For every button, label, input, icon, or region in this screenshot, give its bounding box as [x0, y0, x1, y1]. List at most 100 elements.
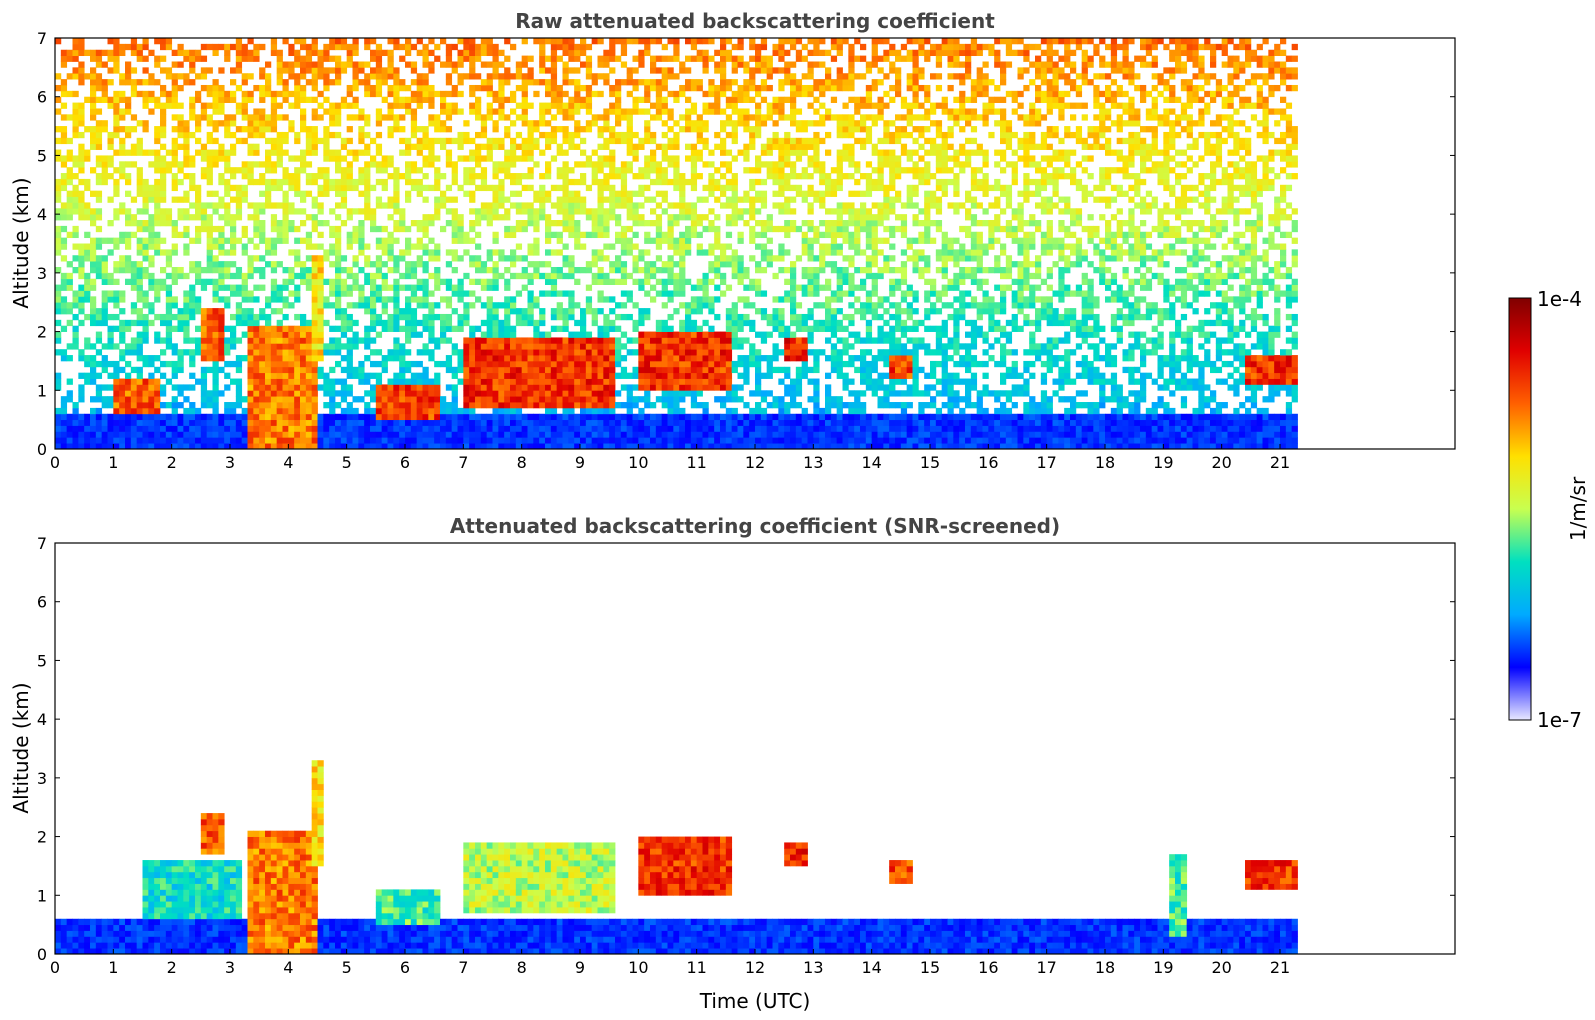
heat-cell [329, 443, 336, 450]
heat-cell [323, 255, 330, 262]
heat-cell [574, 84, 581, 92]
heat-cell [60, 296, 68, 303]
heat-cell [294, 49, 301, 57]
heat-cell [148, 308, 155, 315]
heat-cell [66, 425, 73, 432]
heat-cell [130, 443, 138, 450]
heat-cell [603, 225, 610, 233]
heat-cell [562, 137, 569, 145]
heat-cell [580, 443, 587, 450]
heat-cell [276, 131, 283, 139]
heat-cell [125, 208, 132, 215]
heat-cell [702, 331, 709, 338]
heat-cell [679, 90, 686, 98]
heat-cell [410, 319, 418, 327]
heat-cell [533, 79, 540, 86]
heat-cell [224, 272, 231, 280]
heat-cell [655, 331, 663, 338]
heat-cell [690, 38, 698, 45]
heat-cell [346, 413, 353, 421]
heat-cell [475, 337, 482, 344]
heat-cell [556, 313, 563, 321]
heat-cell [317, 243, 324, 250]
heat-cell [66, 178, 73, 186]
heat-cell [253, 126, 260, 133]
heat-cell [311, 278, 318, 285]
heat-cell [253, 378, 260, 385]
heat-cell [136, 261, 143, 268]
heat-cell [335, 43, 342, 51]
heat-cell [142, 184, 149, 192]
heat-cell [591, 261, 598, 268]
heat-cell [346, 313, 353, 321]
heat-cell [282, 343, 289, 350]
heat-cell [113, 55, 120, 62]
heat-cell [346, 114, 353, 121]
heat-cell [195, 114, 202, 121]
heat-cell [638, 278, 645, 285]
heat-cell [585, 378, 593, 385]
heat-cell [475, 413, 482, 421]
heat-cell [300, 220, 307, 227]
heat-cell [113, 178, 120, 186]
heat-cell [463, 190, 470, 197]
heat-cell [276, 390, 283, 397]
heat-cell [72, 173, 79, 180]
heat-cell [428, 114, 435, 121]
heat-cell [305, 337, 313, 344]
heat-cell [445, 249, 453, 256]
heat-cell [78, 302, 85, 309]
heat-cell [84, 419, 91, 426]
heat-cell [60, 214, 68, 221]
heat-cell [294, 378, 301, 385]
heat-cell [55, 196, 62, 203]
heat-cell [177, 43, 184, 51]
heat-cell [195, 231, 202, 239]
heat-cell [253, 114, 260, 121]
heat-cell [463, 178, 470, 186]
heat-cell [690, 302, 698, 309]
heat-cell [650, 349, 657, 356]
heat-cell [195, 296, 202, 303]
heat-cell [667, 437, 674, 444]
heat-cell [130, 220, 138, 227]
heat-cell [113, 425, 120, 432]
heat-cell [480, 402, 488, 409]
heat-cell [282, 431, 289, 438]
heat-cell [305, 43, 313, 51]
heat-cell [492, 349, 499, 356]
heat-cell [492, 261, 499, 268]
heat-cell [562, 61, 569, 68]
heat-cell [405, 443, 412, 450]
heat-cell [323, 302, 330, 309]
heat-cell [655, 190, 663, 197]
heat-cell [615, 38, 622, 45]
heat-cell [463, 308, 470, 315]
heat-cell [416, 319, 423, 327]
heat-cell [270, 343, 278, 350]
heat-cell [206, 331, 213, 338]
heat-cell [90, 73, 97, 80]
heat-cell [492, 208, 499, 215]
heat-cell [84, 372, 91, 379]
heat-cell [235, 319, 243, 327]
heat-cell [685, 108, 692, 115]
heat-cell [562, 108, 569, 115]
heat-cell [294, 402, 301, 409]
heat-cell [521, 137, 528, 145]
heat-cell [492, 43, 499, 51]
heat-cell [655, 214, 663, 221]
heat-cell [550, 184, 558, 192]
heat-cell [323, 178, 330, 186]
heat-cell [247, 313, 254, 321]
heat-cell [265, 402, 272, 409]
heat-cell [200, 396, 208, 403]
heat-cell [125, 325, 132, 332]
heat-cell [521, 337, 528, 344]
heat-cell [352, 407, 359, 415]
heat-cell [702, 296, 709, 303]
heat-cell [597, 290, 604, 297]
heat-cell [609, 278, 616, 285]
heat-cell [352, 255, 359, 262]
heat-cell [60, 443, 68, 450]
